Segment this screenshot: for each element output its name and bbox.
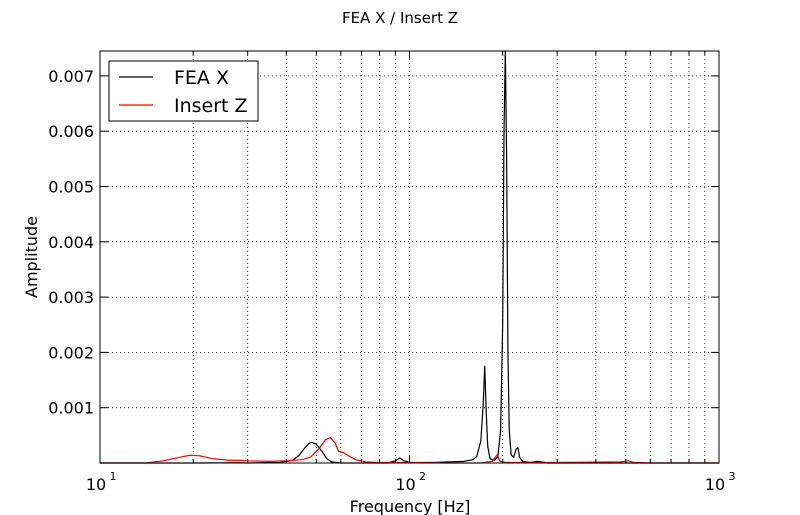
x-axis: 10 1 10 2 10 3 (86, 51, 736, 494)
x-tick-label-exponent: 2 (419, 470, 426, 483)
y-tick-label: 0.002 (48, 343, 94, 362)
legend-label-fea-x: FEA X (174, 67, 229, 89)
x-tick-label-exponent: 1 (110, 470, 117, 483)
legend-label-insert-z: Insert Z (174, 95, 248, 117)
y-tick-label: 0.001 (48, 399, 94, 418)
y-tick-label: 0.003 (48, 288, 94, 307)
x-axis-label: Frequency [Hz] (350, 497, 471, 515)
series-line-insert-z (100, 436, 719, 464)
x-tick-label: 10 (86, 475, 106, 494)
x-tick-label-exponent: 3 (729, 470, 736, 483)
y-axis: 0.001 0.002 0.003 0.004 0.005 0.006 0.007 (48, 67, 719, 418)
legend-box (108, 60, 259, 122)
y-tick-label: 0.006 (48, 122, 94, 141)
y-tick-label: 0.004 (48, 233, 94, 252)
chart-title: FEA X / Insert Z (342, 9, 458, 27)
legend: FEA X Insert Z (108, 60, 259, 122)
grid (100, 51, 719, 463)
x-tick-label: 10 (705, 475, 725, 494)
y-tick-label: 0.005 (48, 177, 94, 196)
series-line-fea-x (100, 50, 719, 464)
y-tick-label: 0.007 (48, 67, 94, 86)
y-axis-label: Amplitude (22, 216, 41, 298)
x-tick-label: 10 (395, 475, 415, 494)
series-layer (100, 50, 719, 464)
